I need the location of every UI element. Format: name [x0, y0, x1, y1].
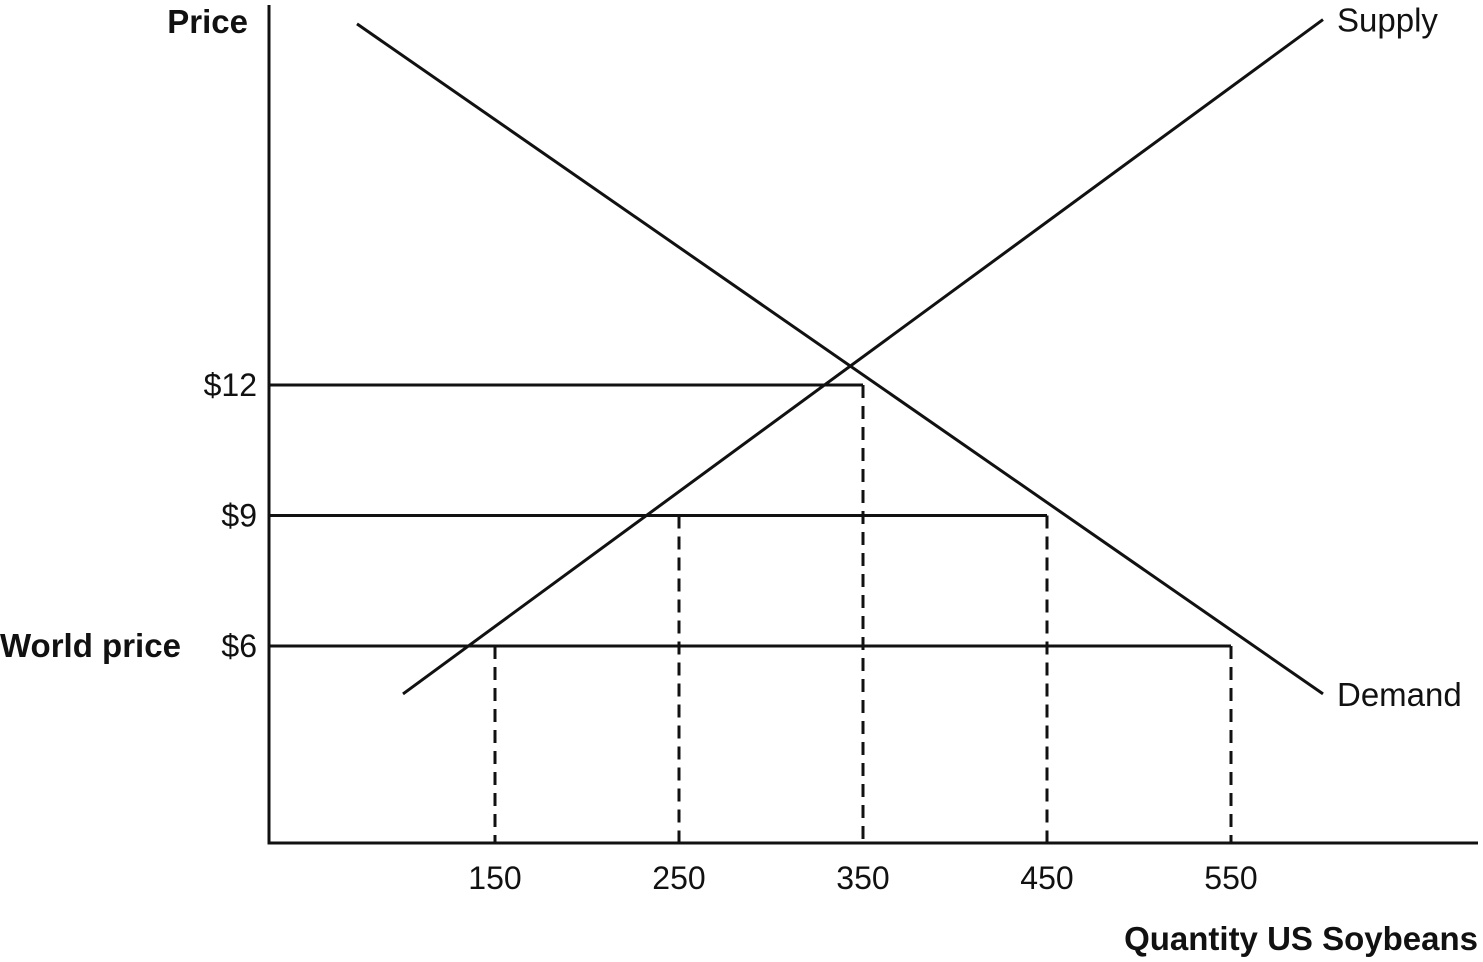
y-tick-label-6: $6 — [221, 628, 257, 664]
y-tick-labels: $6 $9 $12 — [204, 367, 257, 664]
demand-label: Demand — [1337, 676, 1462, 713]
annotations: World price — [0, 627, 181, 664]
x-tick-label-350: 350 — [836, 860, 889, 896]
chart-labels: Price Quantity US Soybeans — [167, 3, 1478, 957]
y-axis-title: Price — [167, 3, 248, 40]
x-tick-label-150: 150 — [468, 860, 521, 896]
x-tick-labels: 150 250 350 450 550 — [468, 860, 1257, 896]
x-axis-title: Quantity US Soybeans — [1124, 920, 1478, 957]
series-labels: Supply Demand — [1337, 2, 1462, 713]
axes — [267, 5, 1478, 845]
supply-line — [402, 18, 1324, 696]
quantity-guides — [493, 385, 1233, 843]
y-tick-label-9: $9 — [221, 498, 257, 534]
price-lines — [269, 383, 1231, 648]
world-price-label: World price — [0, 627, 181, 664]
x-tick-label-550: 550 — [1204, 860, 1257, 896]
demand-line — [356, 22, 1324, 696]
series-lines — [356, 18, 1324, 696]
y-tick-label-12: $12 — [204, 367, 257, 403]
supply-label: Supply — [1337, 2, 1438, 39]
x-tick-label-450: 450 — [1020, 860, 1073, 896]
x-tick-label-250: 250 — [652, 860, 705, 896]
